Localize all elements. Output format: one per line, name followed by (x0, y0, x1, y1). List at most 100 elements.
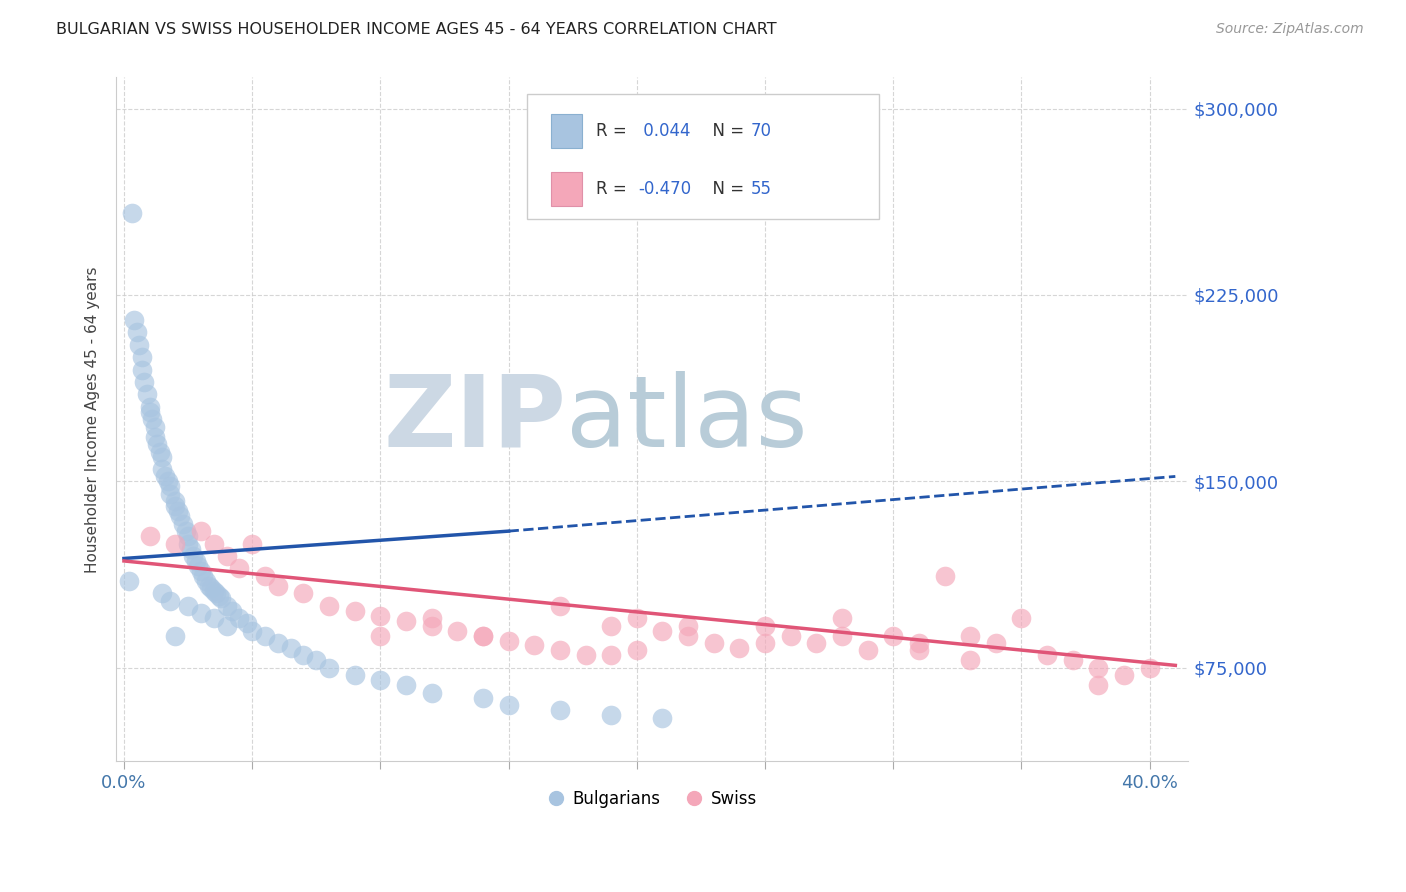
Point (472, 628, 495, 642)
Point (498, 633, 520, 648)
Point (209, 591, 232, 606)
Point (146, 437, 169, 451)
Point (498, 698, 520, 713)
Point (159, 479, 181, 493)
Text: N =: N = (702, 121, 749, 139)
Text: 55: 55 (751, 179, 772, 197)
Point (190, 606, 212, 620)
Text: BULGARIAN VS SWISS HOUSEHOLDER INCOME AGES 45 - 64 YEARS CORRELATION CHART: BULGARIAN VS SWISS HOUSEHOLDER INCOME AG… (56, 22, 778, 37)
Point (651, 624, 673, 638)
Point (395, 614, 418, 628)
Point (177, 529, 200, 543)
Point (122, 313, 145, 327)
Point (267, 636, 290, 650)
Point (600, 648, 623, 663)
Point (806, 636, 828, 650)
Point (236, 616, 259, 631)
Point (253, 569, 276, 583)
Point (156, 475, 179, 489)
Point (395, 678, 418, 692)
Legend: Bulgarians, Swiss: Bulgarians, Swiss (541, 783, 763, 814)
Point (177, 536, 200, 550)
Point (152, 586, 174, 600)
Point (169, 509, 191, 524)
Point (181, 549, 204, 563)
Point (318, 661, 340, 675)
Point (128, 337, 150, 351)
Point (370, 673, 392, 688)
Point (292, 648, 315, 663)
Point (446, 624, 468, 638)
Point (197, 579, 219, 593)
Point (1011, 611, 1033, 625)
Point (1036, 648, 1059, 663)
Point (165, 628, 187, 642)
Point (676, 618, 699, 632)
Point (215, 599, 238, 613)
Point (180, 541, 202, 556)
Point (136, 387, 159, 401)
Point (292, 586, 315, 600)
Point (779, 628, 801, 642)
Point (152, 462, 174, 476)
Point (187, 558, 209, 573)
Point (143, 419, 166, 434)
Point (202, 583, 225, 598)
Point (934, 569, 956, 583)
Point (959, 653, 981, 667)
Point (172, 516, 194, 531)
Text: -0.470: -0.470 (638, 179, 692, 197)
Point (472, 690, 495, 705)
Point (908, 643, 931, 657)
Text: 70: 70 (751, 121, 772, 139)
Point (138, 529, 160, 543)
Point (959, 628, 981, 642)
Point (159, 487, 181, 501)
Point (159, 593, 181, 607)
Point (205, 586, 228, 600)
Point (420, 686, 443, 700)
Point (651, 710, 673, 724)
Text: Source: ZipAtlas.com: Source: ZipAtlas.com (1216, 22, 1364, 37)
Point (195, 574, 218, 588)
Point (1087, 661, 1109, 675)
Point (190, 524, 212, 538)
Point (165, 494, 187, 508)
Point (200, 582, 222, 596)
Point (208, 589, 231, 603)
Point (177, 599, 200, 613)
Point (125, 325, 148, 339)
Point (548, 703, 571, 717)
Point (165, 500, 187, 514)
Point (267, 579, 290, 593)
Point (754, 636, 776, 650)
Point (174, 524, 197, 538)
Point (831, 628, 853, 642)
Y-axis label: Householder Income Ages 45 - 64 years: Householder Income Ages 45 - 64 years (86, 266, 100, 573)
Point (626, 643, 648, 657)
Point (1139, 661, 1161, 675)
Point (600, 618, 623, 632)
Point (574, 648, 596, 663)
Point (165, 536, 187, 550)
Point (134, 375, 156, 389)
Point (343, 668, 366, 682)
Point (600, 708, 623, 723)
Point (984, 636, 1007, 650)
Point (131, 362, 153, 376)
Point (318, 599, 340, 613)
Point (240, 624, 263, 638)
Point (305, 653, 328, 667)
Point (370, 608, 392, 623)
Point (240, 536, 263, 550)
Point (856, 643, 879, 657)
Point (420, 618, 443, 632)
Point (153, 469, 176, 483)
Point (143, 430, 166, 444)
Point (1112, 668, 1135, 682)
Text: N =: N = (702, 179, 749, 197)
Text: R =: R = (596, 121, 633, 139)
Point (676, 628, 699, 642)
Point (215, 549, 238, 563)
Point (141, 412, 163, 426)
